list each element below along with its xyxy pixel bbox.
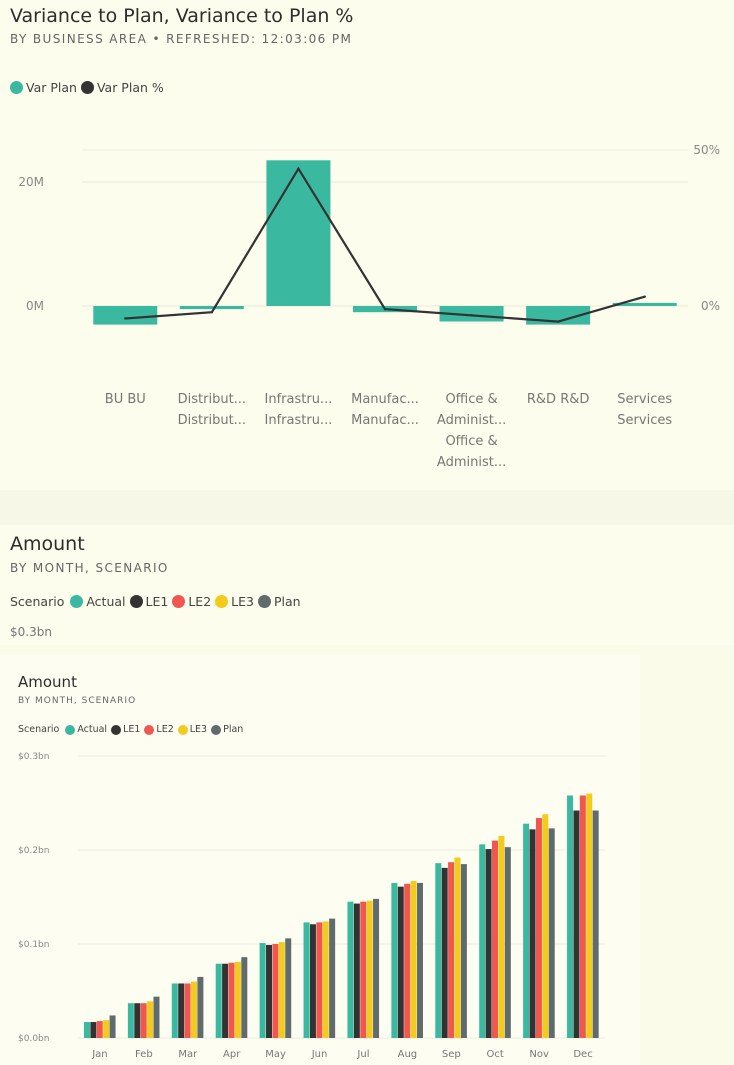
x-tick-label: Services (617, 413, 672, 428)
legend-title: Scenario (10, 594, 65, 609)
legend-label: Actual (77, 724, 108, 735)
amount-panel-behind: Amount BY MONTH, SCENARIO Scenario Actua… (0, 525, 734, 645)
point-var-plan-pct (297, 167, 300, 170)
bar-var-plan (439, 306, 504, 322)
legend-item-var-plan[interactable]: Var Plan (10, 80, 77, 95)
legend-title: Scenario (18, 724, 60, 735)
bar-var-plan (612, 302, 677, 306)
amount-legend[interactable]: Scenario Actual LE1 LE2 LE3 Plan (10, 594, 305, 609)
legend-item-plan[interactable]: Plan (258, 594, 301, 609)
amount-legend[interactable]: Scenario Actual LE1 LE2 LE3 Plan (18, 724, 247, 735)
x-tick-label: Distribut... (178, 392, 246, 407)
x-tick-label: R&D R&D (527, 392, 590, 407)
line-var-plan-pct (125, 166, 646, 323)
legend-item-le3[interactable]: LE3 (177, 724, 208, 735)
legend-dot-plan (258, 595, 271, 608)
point-var-plan-pct (383, 307, 387, 311)
legend-label: Actual (86, 594, 126, 609)
x-tick-label: Infrastru... (265, 392, 333, 407)
legend-label: LE2 (188, 594, 212, 609)
legend-item-le1[interactable]: LE1 (111, 724, 140, 735)
legend-dot-actual (70, 595, 84, 608)
legend-item-plan[interactable]: Plan (211, 724, 243, 735)
legend-label: LE3 (189, 724, 208, 735)
legend-dot-le3 (215, 595, 229, 608)
legend-label: LE1 (145, 594, 169, 609)
x-tick-label: Services (617, 392, 672, 407)
y-right-tick-label: 50% (693, 143, 720, 157)
legend-dot-var-plan-pct (80, 81, 94, 94)
x-tick-label: Manufac... (351, 392, 419, 407)
legend-label: LE3 (231, 594, 254, 609)
legend-label: LE2 (156, 724, 174, 735)
point-var-plan-pct (470, 314, 473, 317)
amount-panel: Amount BY MONTH, SCENARIO Scenario Actua… (0, 655, 640, 1065)
variance-panel: Variance to Plan, Variance to Plan % BY … (0, 0, 734, 490)
variance-legend[interactable]: Var Plan Var Plan % (10, 80, 168, 95)
legend-dot-le2 (144, 724, 155, 735)
legend-dot-var-plan (10, 81, 23, 94)
point-var-plan-pct (556, 320, 560, 323)
x-tick-label: Office & (445, 392, 497, 407)
legend-dot-le1 (129, 595, 143, 608)
axis-top-label: $0.3bn (10, 625, 52, 639)
x-tick-label: Manufac... (351, 413, 419, 428)
legend-dot-plan (211, 724, 222, 735)
y-left-tick-label: 20M (18, 175, 44, 189)
bar-var-plan (266, 160, 331, 306)
legend-item-actual[interactable]: Actual (65, 724, 107, 735)
bar-var-plan (179, 306, 244, 310)
x-tick-label: Administ... (437, 413, 506, 428)
point-var-plan-pct (210, 311, 214, 314)
bar-var-plan (93, 306, 158, 325)
amount-subtitle: BY MONTH, SCENARIO (18, 696, 137, 706)
right-strip (640, 655, 734, 1065)
legend-dot-actual (65, 724, 76, 735)
legend-dot-le2 (172, 595, 186, 608)
legend-label: LE1 (123, 724, 141, 735)
amount-title: Amount (18, 673, 77, 691)
legend-item-actual[interactable]: Actual (70, 594, 126, 609)
point-var-plan-pct (643, 295, 646, 298)
legend-dot-le1 (111, 724, 122, 735)
legend-item-var-plan-pct[interactable]: Var Plan % (80, 80, 164, 95)
variance-title: Variance to Plan, Variance to Plan % (10, 5, 354, 27)
x-tick-label: Administ... (437, 455, 506, 470)
amount-title: Amount (10, 533, 85, 555)
point-var-plan-pct (124, 317, 127, 320)
legend-item-le3[interactable]: LE3 (215, 594, 254, 609)
legend-label: Var Plan (26, 80, 77, 95)
y-left-tick-label: 0M (26, 299, 44, 313)
legend-dot-le3 (177, 724, 188, 735)
variance-subtitle: BY BUSINESS AREA • REFRESHED: 12:03:06 P… (10, 32, 353, 46)
legend-item-le2[interactable]: LE2 (144, 724, 174, 735)
legend-item-le1[interactable]: LE1 (129, 594, 169, 609)
x-tick-label: BU BU (105, 392, 146, 407)
x-tick-label: Infrastru... (265, 413, 333, 428)
amount-subtitle: BY MONTH, SCENARIO (10, 561, 169, 575)
variance-chart[interactable]: 0M 20M 0% 50% BU BU Distribut... Distribut... I… (0, 0, 734, 490)
y-right-tick-label: 0% (701, 299, 720, 313)
panel-gap (0, 490, 734, 525)
x-tick-label: Office & (445, 434, 497, 449)
legend-label: Var Plan % (96, 80, 164, 95)
legend-label: Plan (223, 724, 244, 735)
legend-item-le2[interactable]: LE2 (172, 594, 211, 609)
legend-label: Plan (274, 594, 301, 609)
x-tick-label: Distribut... (178, 413, 246, 428)
